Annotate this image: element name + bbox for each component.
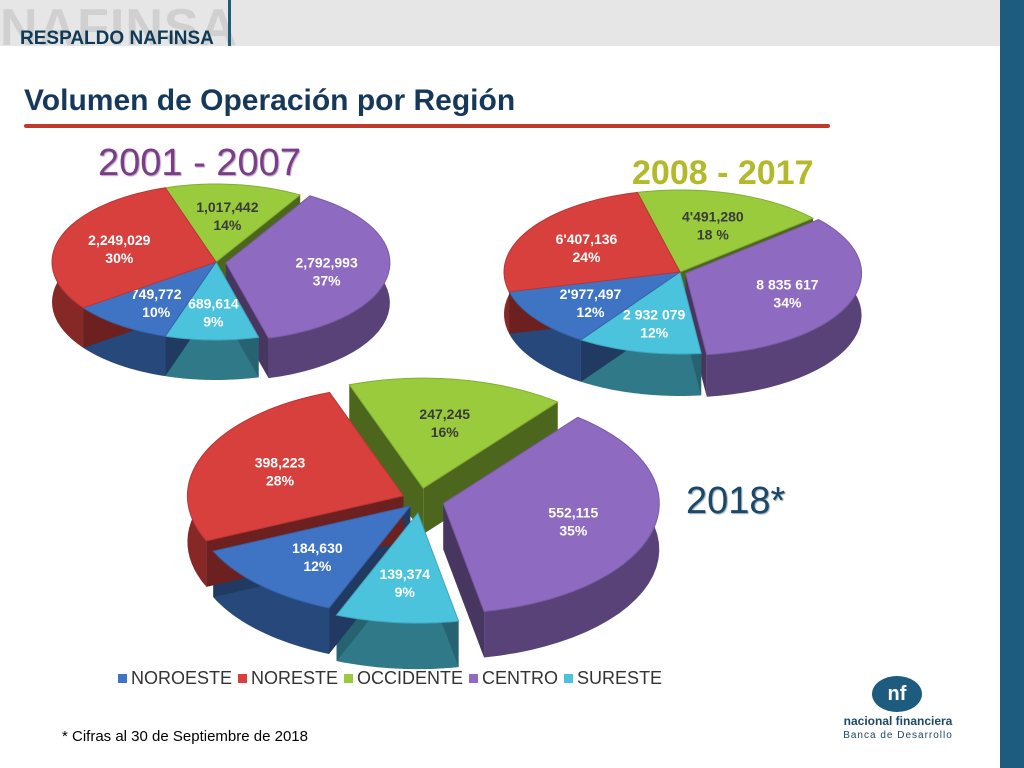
- page-title: Volumen de Operación por Región: [24, 84, 516, 117]
- legend-label-occidente: OCCIDENTE: [357, 668, 464, 688]
- data-label-percent-noreste: 30%: [105, 250, 134, 266]
- period-label-2008-2017: 2008 - 2017: [632, 154, 814, 192]
- data-label-percent-sureste: 12%: [640, 324, 669, 340]
- legend-swatch-centro: [469, 674, 479, 683]
- chart-legend: NOROESTE NORESTE OCCIDENTE CENTRO SURESTE: [118, 668, 662, 689]
- data-label-value-centro: 8 835 617: [756, 277, 818, 293]
- legend-item-noroeste: NOROESTE: [118, 668, 232, 689]
- period-label-2018: 2018*: [686, 480, 786, 522]
- slice-sureste: [335, 512, 460, 624]
- data-label-percent-noroeste: 10%: [142, 304, 171, 320]
- legend-item-sureste: SURESTE: [564, 668, 662, 689]
- brand-logo: RESPALDO NAFINSA: [20, 28, 214, 50]
- data-label-percent-noroeste: 12%: [576, 304, 605, 320]
- slice-occidente: [636, 189, 815, 273]
- legend-label-noroeste: NOROESTE: [131, 668, 233, 688]
- legend-item-occidente: OCCIDENTE: [344, 668, 463, 689]
- legend-swatch-noreste: [238, 674, 248, 683]
- legend-item-centro: CENTRO: [469, 668, 558, 689]
- data-label-value-sureste: 689,614: [188, 295, 239, 311]
- data-label-percent-centro: 35%: [559, 523, 588, 539]
- slice-noroeste: [212, 505, 412, 609]
- data-label-percent-centro: 34%: [773, 295, 802, 311]
- data-label-percent-sureste: 9%: [203, 313, 224, 329]
- slice-noroeste: [82, 261, 218, 337]
- data-label-percent-noroeste: 12%: [303, 558, 332, 574]
- logo-subtitle: Banca de Desarrollo: [843, 730, 953, 741]
- slice-sureste: [164, 261, 260, 341]
- slice-noroeste: [508, 271, 681, 341]
- data-label-value-centro: 2,792,993: [295, 254, 357, 270]
- title-underline: [24, 124, 830, 128]
- logo-mark: nf: [872, 676, 922, 712]
- side-accent-bar: [1000, 0, 1024, 768]
- data-label-value-sureste: 2 932 079: [623, 306, 685, 322]
- pie-chart-1: 4'491,280 18 % 8 835 617 34% 2 932 079 12% 2'9…: [503, 189, 863, 397]
- data-label-percent-sureste: 9%: [395, 584, 416, 600]
- header-bar: [0, 0, 1000, 46]
- legend-swatch-noroeste: [118, 674, 127, 683]
- data-label-value-noreste: 2,249,029: [88, 232, 150, 248]
- data-label-value-occidente: 247,245: [419, 406, 470, 422]
- header-divider: [228, 0, 231, 46]
- data-label-value-noroeste: 184,630: [292, 540, 343, 556]
- pie-chart-2: 247,245 16% 552,115 35% 139,374 9% 184,630 12% 3…: [186, 377, 660, 670]
- data-label-percent-noreste: 24%: [572, 249, 601, 265]
- data-label-value-occidente: 1,017,442: [196, 199, 258, 215]
- slice-sureste: [579, 271, 702, 355]
- slice-side-sureste: [165, 336, 259, 380]
- slice-centro: [442, 416, 660, 613]
- data-label-percent-occidente: 18 %: [697, 227, 729, 243]
- nafin-logo: nf nacional financiera Banca de Desarrol…: [828, 676, 968, 746]
- period-label-2001-2007: 2001 - 2007: [98, 142, 301, 184]
- data-label-percent-centro: 37%: [313, 272, 342, 288]
- legend-label-sureste: SURESTE: [577, 668, 663, 688]
- slice-occidente: [164, 183, 302, 263]
- brand-watermark: NAFINSA: [0, 0, 239, 57]
- legend-label-noreste: NORESTE: [251, 668, 339, 688]
- data-label-value-occidente: 4'491,280: [682, 209, 744, 225]
- legend-swatch-occidente: [344, 674, 354, 683]
- legend-item-noreste: NORESTE: [238, 668, 338, 689]
- logo-name: nacional financiera: [843, 714, 953, 728]
- slice-noreste: [186, 391, 405, 542]
- data-label-percent-occidente: 16%: [431, 424, 460, 440]
- data-label-value-noreste: 6'407,136: [556, 231, 618, 247]
- data-label-value-centro: 552,115: [548, 505, 598, 521]
- brand-prefix: RESPALDO: [20, 28, 125, 49]
- legend-swatch-sureste: [564, 674, 574, 683]
- data-label-value-noreste: 398,223: [255, 454, 306, 470]
- footnote: * Cifras al 30 de Septiembre de 2018: [62, 728, 308, 745]
- pie-chart-0: 1,017,442 14% 2,792,993 37% 689,614 9% 749,772…: [51, 183, 391, 380]
- slice-noreste: [503, 191, 681, 293]
- slice-noreste: [51, 187, 217, 309]
- slice-centro: [225, 195, 391, 339]
- slice-face-occidente: [349, 384, 424, 535]
- data-label-percent-occidente: 14%: [213, 217, 242, 233]
- brand-name: NAFINSA: [129, 28, 214, 49]
- data-label-value-sureste: 139,374: [379, 566, 430, 582]
- legend-label-centro: CENTRO: [482, 668, 559, 688]
- slice-occidente: [348, 377, 559, 489]
- data-label-value-noroeste: 2'977,497: [560, 286, 622, 302]
- slice-side-sureste: [336, 615, 459, 670]
- data-label-value-noroeste: 749,772: [131, 286, 182, 302]
- data-label-percent-noreste: 28%: [266, 472, 295, 488]
- slice-centro: [685, 218, 863, 356]
- slice-face-centro: [443, 503, 485, 658]
